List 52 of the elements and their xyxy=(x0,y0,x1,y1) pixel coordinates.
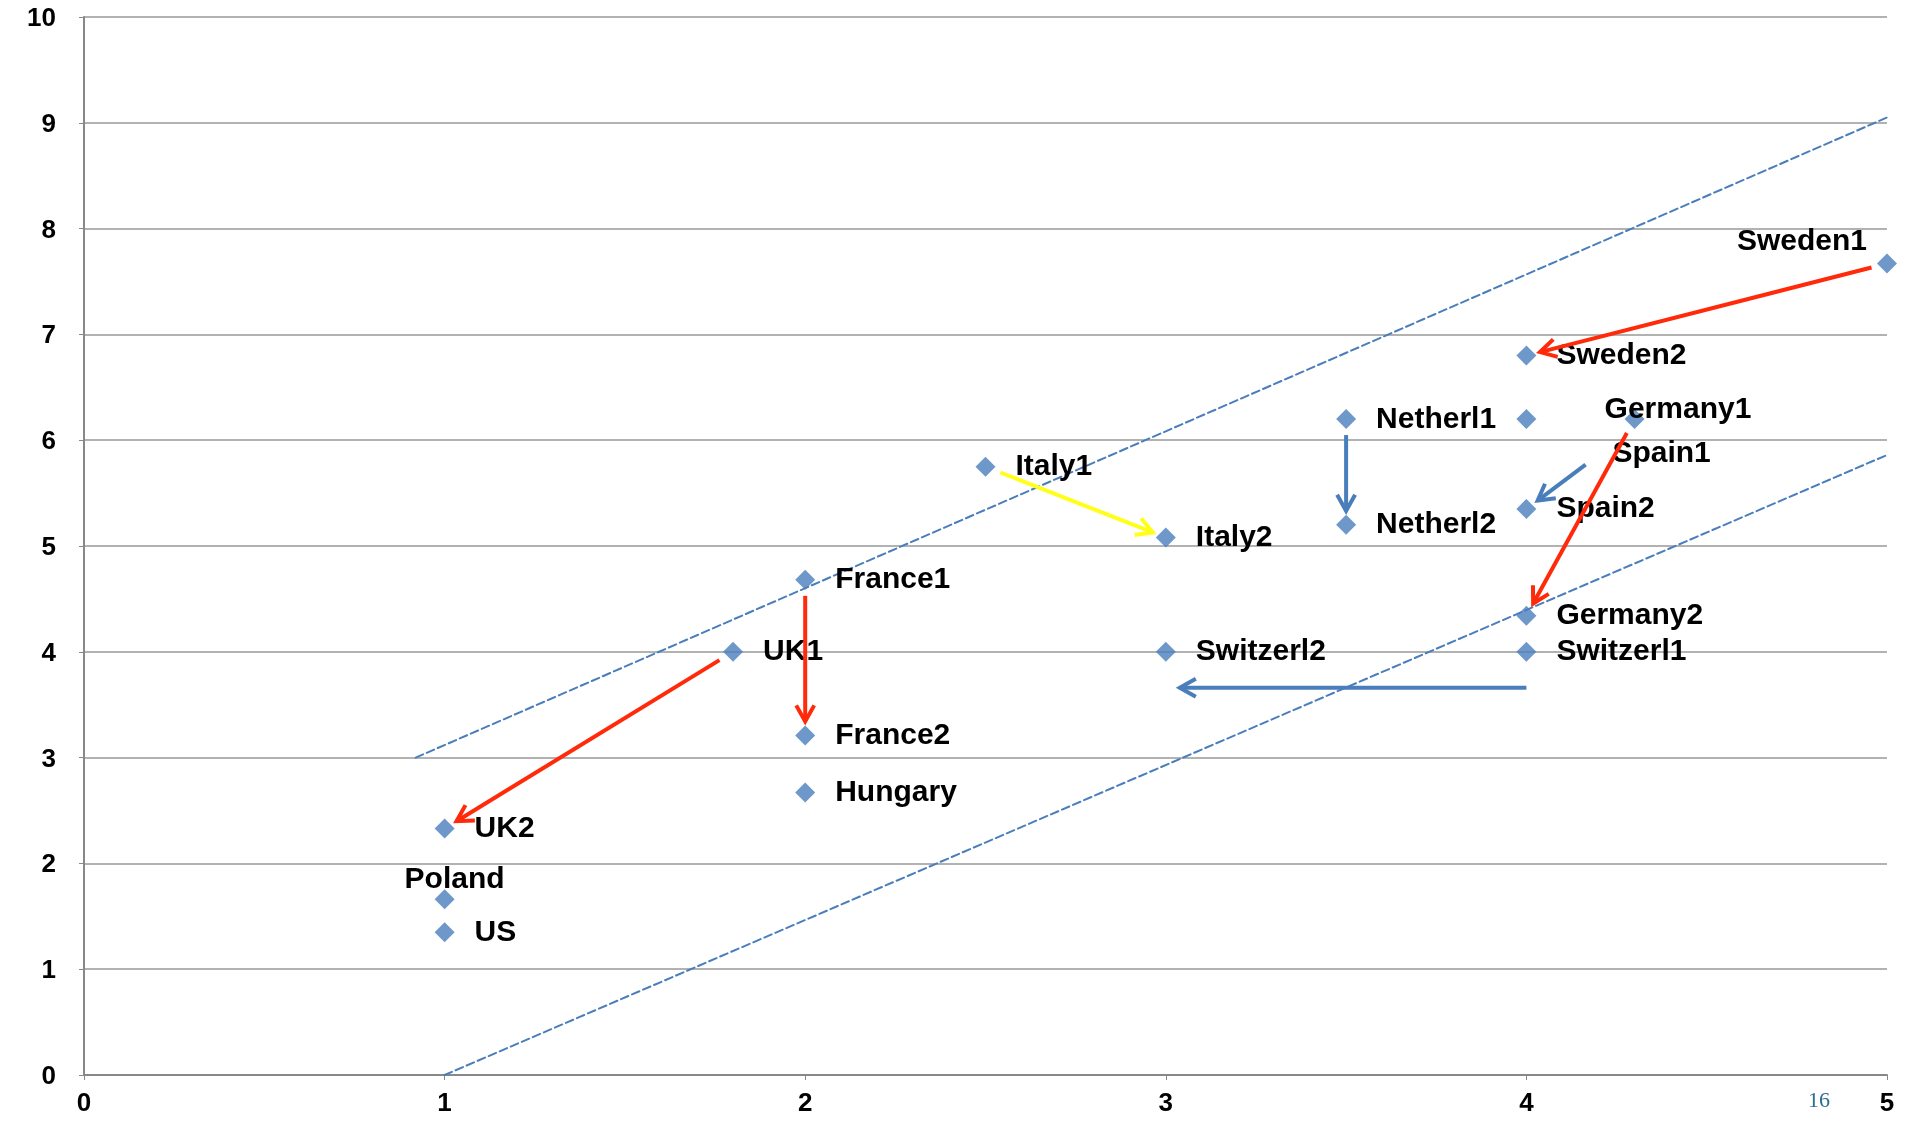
y-tick-label: 5 xyxy=(41,531,56,561)
annotation: Germany1 xyxy=(1604,390,1752,424)
annotation: UK2 xyxy=(474,809,535,843)
annotation: Germany2 xyxy=(1556,597,1704,631)
point xyxy=(434,818,455,839)
y-tick-label: 10 xyxy=(27,2,56,32)
point xyxy=(795,725,816,746)
annotation: Sweden2 xyxy=(1556,337,1687,371)
text: 16 xyxy=(1808,1086,1830,1112)
x-tick-label: 2 xyxy=(797,1087,813,1117)
x-tick-label: 4 xyxy=(1519,1087,1535,1117)
x-tick-label: 1 xyxy=(437,1087,452,1117)
x-tick-label: 3 xyxy=(1158,1087,1174,1117)
annotation: Italy1 xyxy=(1015,448,1093,482)
annotation: Italy2 xyxy=(1195,519,1273,553)
annotation: Poland xyxy=(404,860,505,894)
point xyxy=(1336,409,1357,430)
y-tick-label: 1 xyxy=(41,954,56,985)
point xyxy=(795,782,816,803)
y-tick-label: 3 xyxy=(41,742,56,773)
annotation: Hungary xyxy=(835,774,958,808)
point xyxy=(795,569,816,590)
point xyxy=(1336,514,1357,535)
annotation: US xyxy=(474,913,517,947)
annotation: Netherl2 xyxy=(1376,506,1497,540)
point xyxy=(434,922,455,943)
point xyxy=(1516,641,1537,662)
point xyxy=(1155,641,1176,662)
y-tick-label: 6 xyxy=(41,425,56,456)
point xyxy=(1516,409,1537,430)
annotation: France1 xyxy=(835,561,951,595)
point xyxy=(1155,527,1176,548)
point xyxy=(975,456,996,477)
x-tick-label: 5 xyxy=(1879,1087,1895,1117)
point xyxy=(723,641,744,662)
point xyxy=(1877,253,1897,274)
y-tick-label: 7 xyxy=(41,319,56,350)
point xyxy=(1516,345,1537,366)
y-tick-label: 8 xyxy=(41,213,56,244)
y-tick-label: 0 xyxy=(41,1060,56,1090)
annotation: Netherl1 xyxy=(1376,400,1497,434)
point xyxy=(434,889,455,910)
annotation: France2 xyxy=(835,716,951,750)
annotation: Sweden1 xyxy=(1737,223,1868,257)
x-tick-label: 0 xyxy=(76,1087,92,1117)
annotation: Switzerl2 xyxy=(1195,633,1326,667)
y-tick-label: 2 xyxy=(41,848,56,879)
point xyxy=(1516,605,1537,626)
y-tick-label: 4 xyxy=(41,636,57,667)
point xyxy=(1516,498,1537,519)
annotation: Switzerl1 xyxy=(1556,633,1687,667)
y-tick-label: 9 xyxy=(41,107,56,138)
